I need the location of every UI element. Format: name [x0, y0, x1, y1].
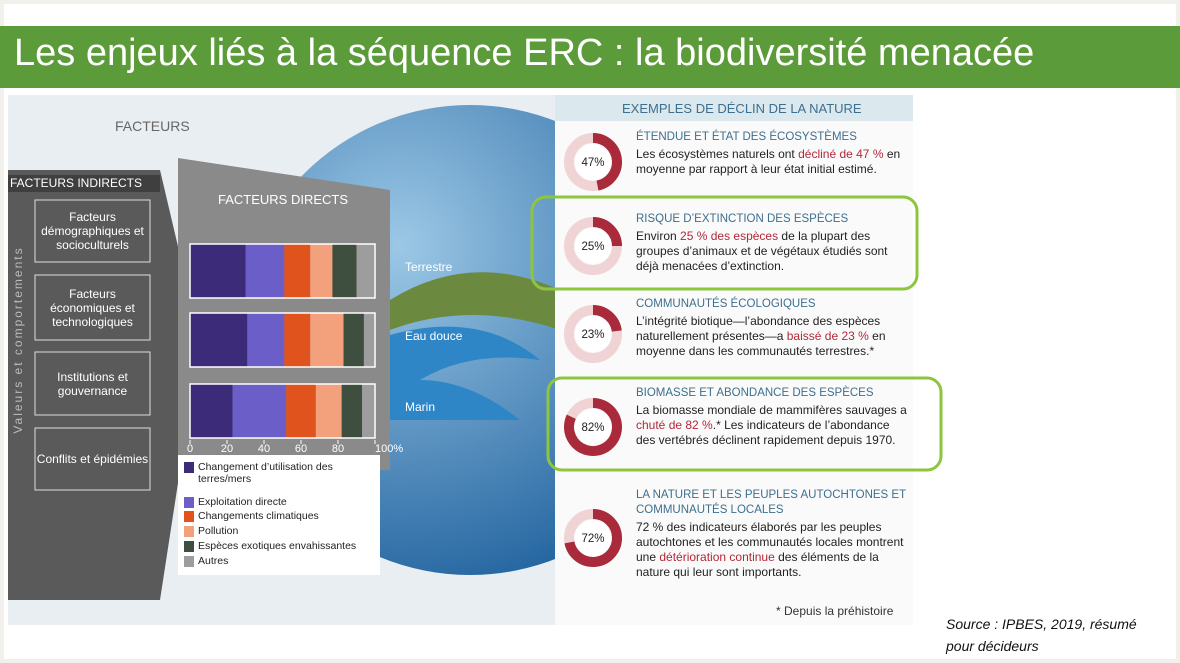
slide: Valeurs et comportements Terrestre Eau dou…: [0, 0, 1180, 663]
text-segment: 25 % des espèces: [680, 229, 778, 243]
example-text: L’intégrité biotique—l’abondance des esp…: [636, 314, 911, 359]
example-text: La biomasse mondiale de mammifères sauva…: [636, 403, 911, 448]
text-segment: baissé de 23 %: [787, 329, 869, 343]
bar-segment: [332, 244, 356, 298]
text-segment: décliné de 47 %: [798, 147, 883, 161]
donut-label: 47%: [581, 157, 604, 169]
legend-label: Pollution: [198, 525, 378, 537]
legend-label: Changement d’utilisation des terres/mers: [198, 461, 378, 485]
bar-segment: [284, 244, 310, 298]
factors-heading: FACTEURS: [115, 118, 190, 134]
legend-label: Autres: [198, 555, 378, 567]
bar-segment: [310, 244, 332, 298]
bar-segment: [190, 313, 247, 367]
bar-segment: [357, 244, 376, 298]
indirect-factor: Conflits et épidémies: [36, 428, 149, 490]
bar-segment: [247, 313, 284, 367]
legend-label: Espèces exotiques envahissantes: [198, 540, 378, 552]
donut-label: 72%: [581, 533, 604, 545]
graphics: Valeurs et comportements Terrestre Eau dou…: [0, 0, 1180, 663]
direct-heading: FACTEURS DIRECTS: [218, 192, 348, 207]
category-label: Marin: [405, 400, 435, 414]
indirect-factor: Institutions et gouvernance: [36, 352, 149, 415]
category-label: Eau douce: [405, 329, 463, 343]
legend-label: Exploitation directe: [198, 496, 378, 508]
legend-swatch: [184, 556, 194, 567]
legend-swatch: [184, 462, 194, 473]
bar-segment: [233, 384, 287, 438]
example-text: Les écosystèmes naturels ont décliné de …: [636, 147, 911, 177]
legend-swatch: [184, 541, 194, 552]
example-title: RISQUE D’EXTINCTION DES ESPÈCES: [636, 212, 906, 227]
x-tick-label: 0: [187, 443, 193, 455]
donut-label: 25%: [581, 241, 604, 253]
example-text: Environ 25 % des espèces de la plupart d…: [636, 229, 911, 274]
x-tick-label: 60: [295, 443, 307, 455]
indirect-factor: Facteurs démographiques et socioculturel…: [36, 200, 149, 262]
bar-segment: [310, 313, 343, 367]
bar-segment: [246, 244, 285, 298]
text-segment: chuté de 82 %: [636, 418, 713, 432]
bar-segment: [286, 384, 316, 438]
text-segment: Environ: [636, 229, 680, 243]
legend-swatch: [184, 497, 194, 508]
donut-label: 82%: [581, 422, 604, 434]
slide-title: Les enjeux liés à la séquence ERC : la b…: [14, 32, 1034, 75]
bar-segment: [344, 313, 364, 367]
text-segment: La biomasse mondiale de mammifères sauva…: [636, 403, 907, 417]
example-text: 72 % des indicateurs élaborés par les pe…: [636, 520, 911, 580]
x-tick-label: 80: [332, 443, 344, 455]
example-title: BIOMASSE ET ABONDANCE DES ESPÈCES: [636, 386, 906, 401]
example-title: ÉTENDUE ET ÉTAT DES ÉCOSYSTÈMES: [636, 130, 906, 145]
footnote: * Depuis la préhistoire: [776, 604, 893, 618]
text-segment: Les écosystèmes naturels ont: [636, 147, 798, 161]
page: Valeurs et comportements Terrestre Eau dou…: [0, 0, 1180, 663]
example-title: COMMUNAUTÉS ÉCOLOGIQUES: [636, 297, 906, 312]
legend-swatch: [184, 511, 194, 522]
bar-segment: [316, 384, 342, 438]
bar-segment: [364, 313, 375, 367]
indirect-factor: Facteurs économiques et technologiques: [36, 275, 149, 340]
x-tick-label: 20: [221, 443, 233, 455]
x-tick-label: 40: [258, 443, 270, 455]
bar-segment: [284, 313, 310, 367]
examples-heading: EXEMPLES DE DÉCLIN DE LA NATURE: [622, 101, 862, 116]
indirect-heading: FACTEURS INDIRECTS: [10, 176, 142, 190]
text-segment: détérioration continue: [659, 550, 774, 564]
donut-label: 23%: [581, 329, 604, 341]
legend-swatch: [184, 526, 194, 537]
x-tick-label: 100%: [375, 443, 403, 455]
example-title: LA NATURE ET LES PEUPLES AUTOCHTONES ET …: [636, 488, 906, 518]
bar-segment: [190, 384, 233, 438]
legend-label: Changements climatiques: [198, 510, 378, 522]
side-label: Valeurs et comportements: [11, 246, 25, 433]
bar-segment: [342, 384, 362, 438]
source: Source : IPBES, 2019, résumé pour décide…: [946, 613, 1161, 657]
bar-segment: [362, 384, 375, 438]
bar-segment: [190, 244, 246, 298]
category-label: Terrestre: [405, 260, 453, 274]
